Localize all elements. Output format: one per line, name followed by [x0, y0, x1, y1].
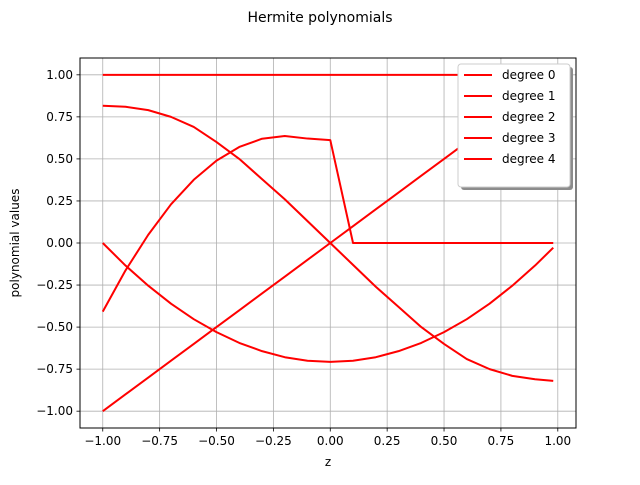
x-tick-label: −1.00 [84, 434, 121, 448]
legend-entry-label: degree 1 [502, 89, 556, 103]
y-tick-label: −0.75 [36, 362, 73, 376]
series-line-degree-4 [102, 104, 554, 382]
y-tick-label: 0.50 [46, 152, 73, 166]
x-tick-label: 1.00 [544, 434, 571, 448]
legend-entry-label: degree 3 [502, 131, 556, 145]
y-tick-label: 0.75 [46, 110, 73, 124]
x-tick-label: −0.50 [198, 434, 235, 448]
x-axis-title: z [325, 455, 331, 469]
legend-box [457, 63, 571, 188]
x-tick-label: −0.75 [141, 434, 178, 448]
y-tick-label: 0.25 [46, 194, 73, 208]
x-tick-label: 0.00 [317, 434, 344, 448]
y-tick-label: −0.50 [36, 320, 73, 334]
x-tick-label: 0.50 [431, 434, 458, 448]
legend-entry-label: degree 4 [502, 152, 556, 166]
y-tick-label: 0.00 [46, 236, 73, 250]
x-tick-label: 0.75 [488, 434, 515, 448]
x-tick-label: −0.25 [255, 434, 292, 448]
series-line-degree-2 [102, 242, 554, 363]
y-tick-label: −1.00 [36, 404, 73, 418]
y-axis: −1.00 −0.75 −0.50 −0.25 0.00 0.25 0.50 0.75 1.00 [36, 68, 80, 418]
series-line-degree-3 [101, 135, 554, 313]
y-tick-label: −0.25 [36, 278, 73, 292]
chart-title: Hermite polynomials [247, 10, 392, 26]
x-tick-label: 0.25 [374, 434, 401, 448]
x-axis: −1.00 −0.75 −0.50 −0.25 0.00 0.25 0.50 0.75 1.00 [84, 428, 571, 448]
y-axis-title: polynomial values [8, 189, 22, 298]
y-tick-label: 1.00 [46, 68, 73, 82]
legend: degree 0 degree 1 degree 2 degree 3 degree 4 [457, 63, 573, 190]
legend-entry-label: degree 2 [502, 110, 556, 124]
legend-entry-label: degree 0 [502, 68, 556, 82]
